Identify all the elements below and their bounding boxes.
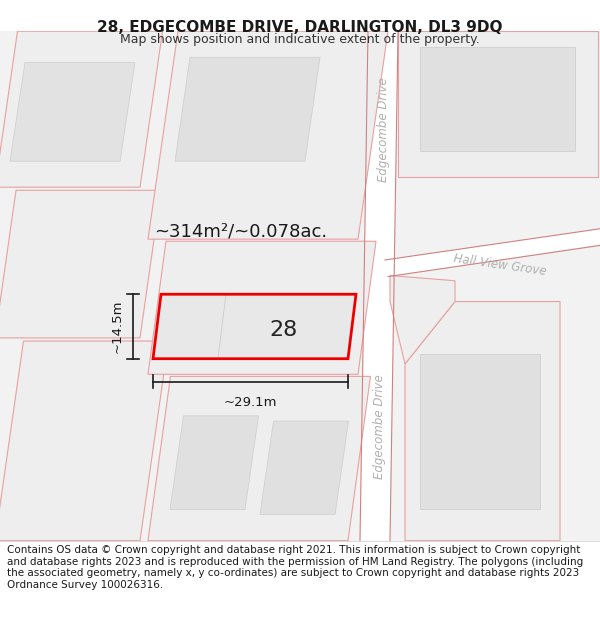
Polygon shape bbox=[0, 31, 163, 187]
Polygon shape bbox=[420, 354, 540, 509]
Polygon shape bbox=[148, 31, 388, 239]
Text: Hall View Grove: Hall View Grove bbox=[452, 252, 547, 278]
Text: Map shows position and indicative extent of the property.: Map shows position and indicative extent… bbox=[120, 32, 480, 46]
Polygon shape bbox=[398, 31, 598, 177]
Polygon shape bbox=[360, 31, 398, 541]
Text: ~29.1m: ~29.1m bbox=[224, 396, 277, 409]
Polygon shape bbox=[260, 421, 349, 514]
Text: 28: 28 bbox=[269, 320, 298, 340]
Text: Contains OS data © Crown copyright and database right 2021. This information is : Contains OS data © Crown copyright and d… bbox=[7, 545, 583, 590]
Text: 28, EDGECOMBE DRIVE, DARLINGTON, DL3 9DQ: 28, EDGECOMBE DRIVE, DARLINGTON, DL3 9DQ bbox=[97, 20, 503, 35]
Text: Edgecombe Drive: Edgecombe Drive bbox=[377, 78, 389, 182]
Polygon shape bbox=[170, 416, 259, 509]
Polygon shape bbox=[390, 276, 455, 364]
Text: ~14.5m: ~14.5m bbox=[111, 300, 124, 353]
Polygon shape bbox=[175, 58, 320, 161]
Polygon shape bbox=[420, 47, 575, 151]
Polygon shape bbox=[385, 229, 600, 277]
Polygon shape bbox=[405, 301, 560, 541]
Text: Edgecombe Drive: Edgecombe Drive bbox=[373, 374, 386, 479]
Polygon shape bbox=[153, 294, 356, 359]
Text: ~314m²/~0.078ac.: ~314m²/~0.078ac. bbox=[154, 223, 328, 241]
Polygon shape bbox=[0, 190, 161, 338]
Polygon shape bbox=[10, 62, 135, 161]
Polygon shape bbox=[148, 241, 376, 374]
Polygon shape bbox=[0, 341, 169, 541]
Polygon shape bbox=[148, 376, 371, 541]
